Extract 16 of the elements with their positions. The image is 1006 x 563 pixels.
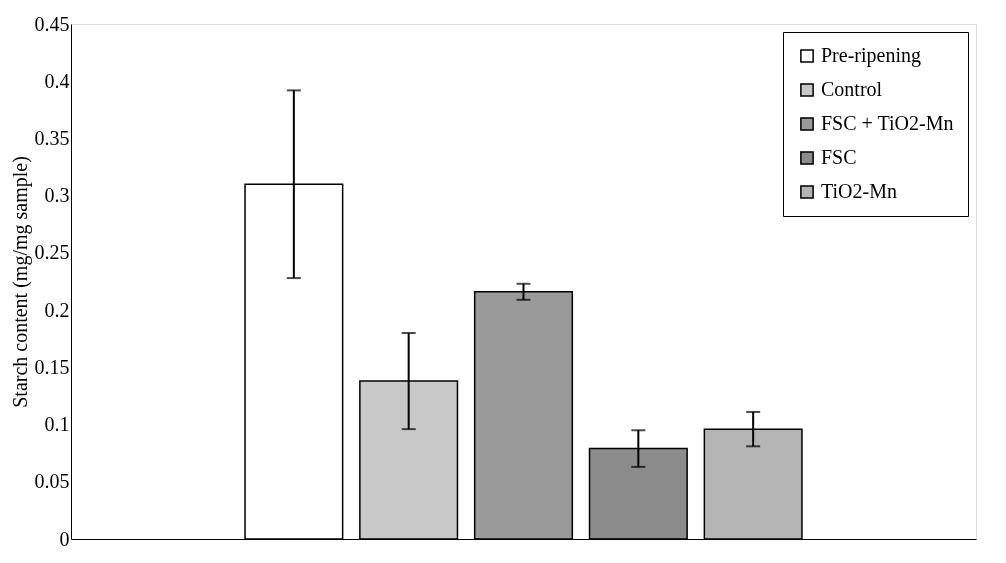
y-tick-label: 0.15	[34, 355, 70, 378]
y-axis-title: Starch content (mg/mg sample)	[8, 156, 32, 408]
y-tick-label: 0.1	[44, 413, 70, 436]
legend-label: FSC + TiO2-Mn	[821, 112, 954, 134]
y-tick-label: 0.4	[44, 69, 70, 92]
legend-label: Control	[821, 78, 883, 100]
legend-label: FSC	[821, 146, 857, 168]
y-tick-label: 0.35	[34, 126, 70, 149]
y-tick-label: 0.25	[34, 241, 70, 264]
y-tick-label: 0	[59, 527, 70, 550]
legend-label: Pre-ripening	[821, 44, 921, 67]
legend-label: TiO2-Mn	[821, 180, 897, 202]
y-tick-label: 0.2	[44, 298, 70, 321]
y-tick-label: 0.45	[34, 12, 70, 35]
y-tick-label: 0.05	[34, 470, 70, 493]
y-tick-label: 0.3	[44, 184, 70, 207]
